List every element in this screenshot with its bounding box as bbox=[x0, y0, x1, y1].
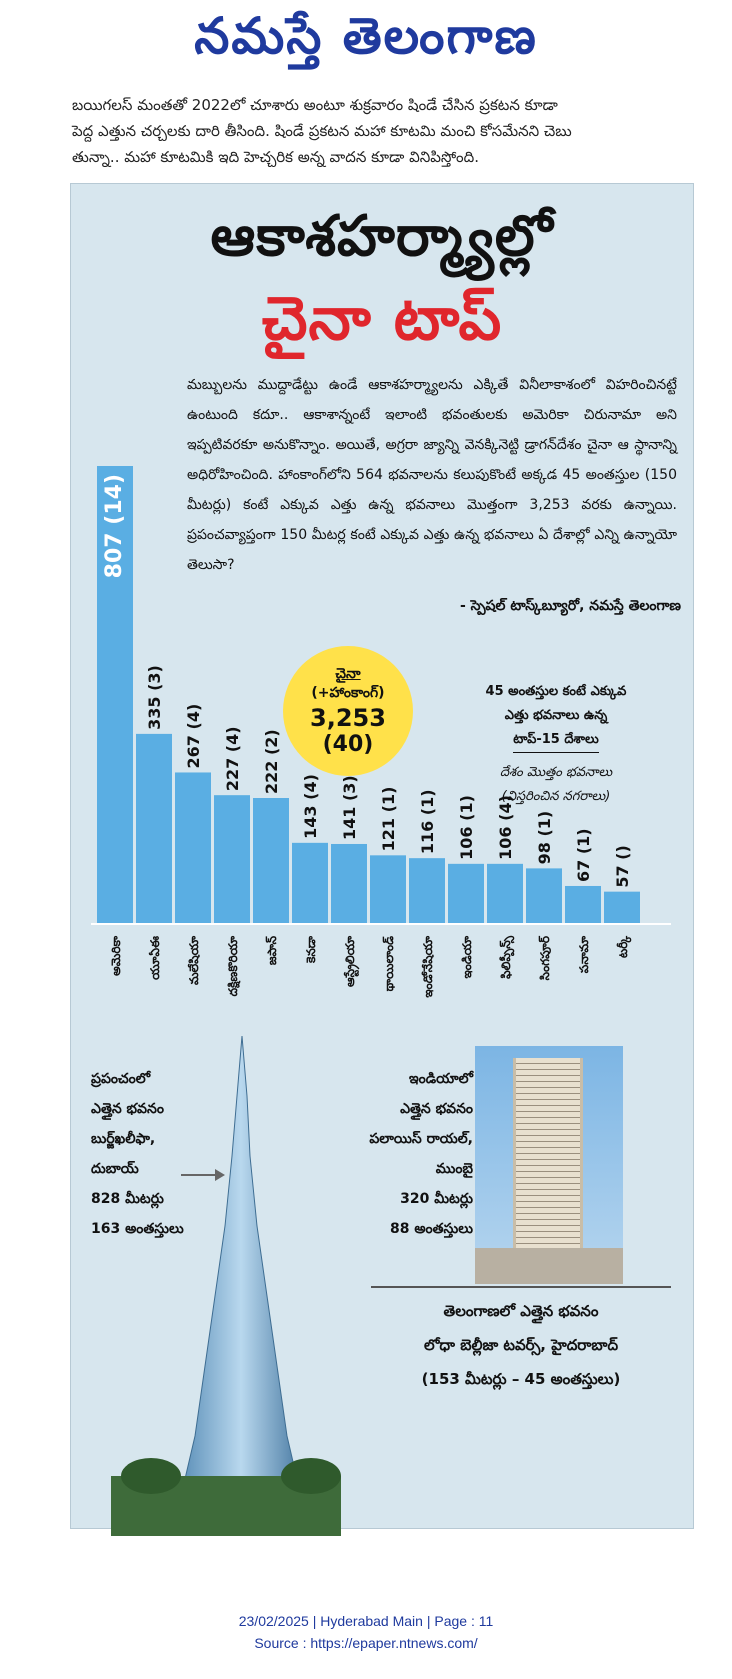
india-line: పలాయిస్ రాయల్, bbox=[369, 1131, 473, 1147]
bar bbox=[136, 733, 172, 924]
footer: 23/02/2025 | Hyderabad Main | Page : 11 … bbox=[0, 1610, 732, 1654]
story-text: మబ్బులను ముద్దాడేట్టు ఉండే ఆకాశహర్మ్యాలన… bbox=[187, 377, 677, 573]
bar-value-label: 67 (1) bbox=[574, 828, 593, 882]
bar bbox=[292, 842, 328, 924]
footer-source: Source : https://epaper.ntnews.com/ bbox=[254, 1635, 478, 1651]
category-label: పనామా bbox=[577, 936, 591, 974]
legend-key: దేశం మొత్తం భవనాలు bbox=[499, 765, 613, 780]
bar bbox=[565, 885, 601, 924]
india-tallest-info: ఇండియాలో ఎత్తైన భవనం పలాయిస్ రాయల్, ముంబ… bbox=[363, 1064, 473, 1244]
bar-value-label: 267 (4) bbox=[184, 704, 203, 769]
world-tallest-info: ప్రపంచంలో ఎత్తైన భవనం బుర్జ్‌ఖలీఫా, దుబా… bbox=[91, 1064, 184, 1244]
burj-khalifa-image bbox=[111, 1036, 341, 1536]
world-line: దుబాయ్ bbox=[91, 1161, 139, 1177]
category-label: మలేషియా bbox=[187, 935, 201, 985]
india-line: ముంబై bbox=[435, 1161, 473, 1177]
intro-line: పెద్ద ఎత్తున చర్చలకు దారి తీసింది. షిండే… bbox=[72, 122, 572, 140]
india-line: ఇండియాలో bbox=[408, 1071, 473, 1087]
bar-value-label: 106 (1) bbox=[457, 795, 476, 860]
chart-legend: 45 అంతస్తుల కంటే ఎక్కువ ఎత్తు భవనాలు ఉన్… bbox=[443, 680, 669, 809]
badge-note: (+హాంకాంగ్) bbox=[311, 684, 385, 701]
world-line: ఎత్తైన భవనం bbox=[91, 1101, 164, 1117]
tower-ground bbox=[475, 1248, 623, 1284]
bar bbox=[448, 863, 484, 924]
category-label: కెనడా bbox=[304, 935, 318, 964]
legend-line: 45 అంతస్తుల కంటే ఎక్కువ bbox=[485, 684, 627, 699]
headline: ఆకాశహర్మ్యాల్లో bbox=[210, 204, 554, 269]
bar-value-label: 227 (4) bbox=[223, 726, 242, 791]
bar-value-label: 106 (4) bbox=[496, 795, 515, 860]
bar-value-label: 141 (3) bbox=[340, 775, 359, 840]
category-label: ఆస్ట్రేలియా bbox=[343, 935, 360, 987]
world-line: 828 మీటర్లు bbox=[91, 1191, 164, 1207]
bar-value-label: 222 (2) bbox=[262, 729, 281, 794]
category-label: థాయిలాండ్ bbox=[382, 936, 396, 991]
bar-value-label: 57 () bbox=[613, 845, 632, 887]
masthead: నమస్తే తెలంగాణ bbox=[194, 6, 538, 65]
footer-date: 23/02/2025 | Hyderabad Main | Page : 11 bbox=[238, 1613, 494, 1629]
category-label: సింగపూర్ bbox=[538, 935, 552, 980]
india-line: 320 మీటర్లు bbox=[400, 1191, 473, 1207]
china-badge: చైనా (+హాంకాంగ్) 3,253 (40) bbox=[283, 646, 413, 776]
badge-total: 3,253 bbox=[310, 703, 386, 732]
category-label: దక్షిణకొరియా bbox=[226, 935, 241, 996]
byline: - స్పెషల్ టాస్క్‌బ్యూరో, నమస్తే తెలంగాణ bbox=[459, 598, 681, 614]
bar-value-label: 143 (4) bbox=[301, 774, 320, 839]
bar-value-label: 121 (1) bbox=[379, 787, 398, 852]
bar bbox=[97, 466, 133, 924]
badge-country: చైనా bbox=[335, 665, 361, 682]
category-label: యూఏఈ bbox=[148, 936, 162, 980]
bar bbox=[370, 855, 406, 924]
bar bbox=[214, 795, 250, 924]
world-line: ప్రపంచంలో bbox=[91, 1071, 151, 1087]
telangana-line: లోధా బెల్లీజా టవర్స్, హైదరాబాద్ bbox=[423, 1336, 619, 1354]
category-label: టర్కీ bbox=[616, 936, 632, 958]
bar bbox=[487, 863, 523, 924]
bar-value-label: 116 (1) bbox=[418, 789, 437, 854]
bar-value-label: 807 (14) bbox=[102, 474, 127, 578]
category-label: ఇండోనేషియా bbox=[421, 935, 435, 997]
bar-value-label: 335 (3) bbox=[145, 665, 164, 730]
category-label: ఫిలిప్పీన్స్ bbox=[499, 935, 515, 979]
bar bbox=[253, 798, 289, 924]
infographic-panel: ఆకాశహర్మ్యాల్లో చైనా టాప్ మబ్బులను ముద్ద… bbox=[70, 183, 694, 1536]
category-label: జపాన్ bbox=[265, 935, 279, 965]
world-line: 163 అంతస్తులు bbox=[91, 1221, 184, 1237]
telangana-line: (153 మీటర్లు – 45 అంతస్తులు) bbox=[421, 1370, 621, 1388]
badge-cities: (40) bbox=[322, 731, 374, 757]
bar bbox=[409, 858, 445, 924]
bar-value-label: 98 (1) bbox=[535, 811, 554, 865]
headline-highlight: చైనా టాప్ bbox=[261, 284, 503, 354]
legend-key-note: (విస్తరించిన నగరాలు) bbox=[501, 789, 611, 804]
india-line: ఎత్తైన భవనం bbox=[400, 1101, 473, 1117]
intro-line: తున్నా.. మహా కూటమికి ఇది హెచ్చరిక అన్న వ… bbox=[72, 148, 479, 166]
category-label: ఇండియా bbox=[460, 935, 474, 978]
intro-line: బయిగలస్ మంతతో 2022లో చూశారు అంటూ శుక్రవా… bbox=[72, 96, 558, 114]
india-line: 88 అంతస్తులు bbox=[390, 1221, 473, 1237]
palais-royale-image bbox=[475, 1046, 623, 1284]
bar-chart: 807 (14) అమెరికా 335 (3) యూఏఈ 267 (4) మలేషియా… bbox=[91, 466, 671, 998]
legend-line: ఎత్తు భవనాలు ఉన్న bbox=[504, 708, 608, 723]
telangana-line: తెలంగాణలో ఎత్తైన భవనం bbox=[443, 1302, 599, 1320]
tower-body bbox=[513, 1058, 583, 1284]
bar bbox=[604, 891, 640, 924]
category-label: అమెరికా bbox=[109, 935, 123, 975]
arrow-right-icon bbox=[181, 1169, 225, 1181]
legend-title: టాప్-15 దేశాలు bbox=[513, 728, 599, 753]
bar bbox=[526, 868, 562, 924]
bar bbox=[175, 772, 211, 924]
telangana-tallest-info: తెలంగాణలో ఎత్తైన భవనం లోధా బెల్లీజా టవర్… bbox=[371, 1286, 671, 1396]
bar bbox=[331, 843, 367, 924]
intro-text: బయిగలస్ మంతతో 2022లో చూశారు అంటూ శుక్రవా… bbox=[72, 92, 672, 170]
world-line: బుర్జ్‌ఖలీఫా, bbox=[91, 1131, 156, 1147]
